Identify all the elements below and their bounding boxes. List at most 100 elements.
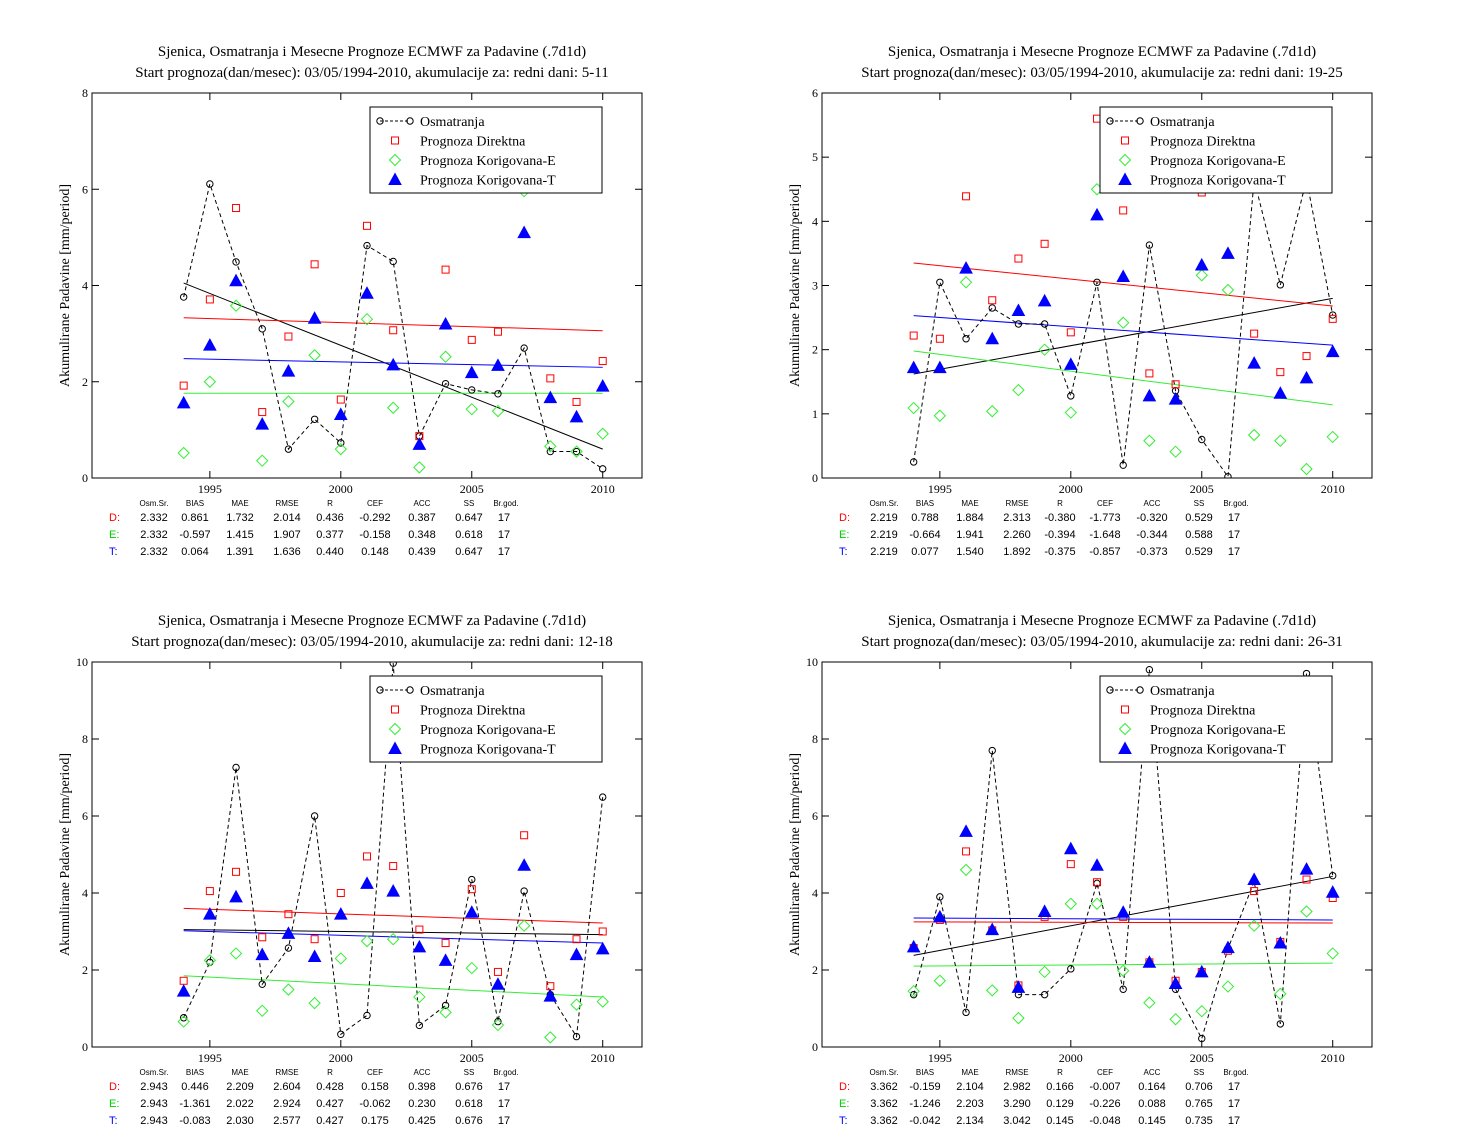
stats-header: Osm.Sr. bbox=[870, 499, 899, 508]
plot-area bbox=[176, 172, 610, 474]
stats-value: 0.166 bbox=[1046, 1081, 1074, 1093]
stats-value: -0.857 bbox=[1089, 546, 1120, 558]
point-triangle bbox=[281, 926, 296, 939]
plot-area bbox=[176, 662, 610, 1044]
x-tick-label: 2000 bbox=[329, 1051, 353, 1065]
stats-value: -0.373 bbox=[1136, 546, 1167, 558]
legend-marker bbox=[1121, 705, 1129, 714]
chart-title: Sjenica, Osmatranja i Mesecne Prognoze E… bbox=[888, 613, 1316, 629]
trend-line-diamond bbox=[183, 975, 603, 998]
stats-header: R bbox=[327, 1068, 333, 1077]
stats-value: 0.175 bbox=[361, 1115, 389, 1127]
stats-value: 17 bbox=[498, 1098, 510, 1110]
point-diamond bbox=[256, 1004, 269, 1018]
point-circle bbox=[441, 1001, 450, 1010]
stats-row-label: D: bbox=[839, 512, 850, 524]
point-square bbox=[909, 331, 918, 340]
x-tick-label: 2005 bbox=[1190, 1051, 1214, 1065]
point-diamond bbox=[439, 1006, 452, 1019]
point-circle bbox=[936, 278, 944, 286]
stats-header: RMSE bbox=[275, 499, 298, 508]
stats-row-label: T: bbox=[109, 1115, 118, 1127]
stats-row-label: E: bbox=[109, 1098, 119, 1110]
legend-marker bbox=[388, 172, 402, 185]
point-square bbox=[1145, 369, 1154, 378]
legend-label: Prognoza Korigovana-E bbox=[1150, 723, 1286, 738]
y-tick-label: 4 bbox=[812, 886, 818, 900]
point-square bbox=[988, 296, 997, 305]
point-circle bbox=[1145, 666, 1154, 674]
trend-line-triangle bbox=[183, 930, 603, 944]
point-triangle bbox=[360, 876, 374, 889]
stats-value: 0.164 bbox=[1138, 1081, 1166, 1093]
chart-subtitle: Start prognoza(dan/mesec): 03/05/1994-20… bbox=[135, 65, 608, 81]
legend-marker bbox=[388, 722, 402, 736]
point-circle bbox=[520, 887, 528, 895]
point-square bbox=[232, 204, 241, 213]
stats-value: 2.134 bbox=[956, 1115, 984, 1127]
point-triangle bbox=[438, 953, 453, 966]
point-circle bbox=[988, 304, 996, 312]
stats-header: ACC bbox=[1144, 499, 1161, 508]
y-tick-label: 10 bbox=[806, 655, 818, 669]
point-triangle bbox=[464, 905, 479, 918]
stats-value: 0.618 bbox=[455, 529, 483, 541]
point-triangle bbox=[517, 858, 531, 871]
y-tick-label: 4 bbox=[812, 214, 818, 228]
point-circle bbox=[936, 893, 944, 901]
point-diamond bbox=[229, 299, 243, 312]
point-circle bbox=[232, 763, 240, 772]
point-diamond bbox=[1143, 996, 1156, 1009]
point-square bbox=[310, 260, 319, 269]
stats-value: 17 bbox=[1228, 1081, 1240, 1093]
point-square bbox=[493, 967, 502, 976]
point-triangle bbox=[307, 949, 322, 963]
legend-label: Osmatranja bbox=[1150, 684, 1215, 699]
point-diamond bbox=[413, 461, 426, 474]
stats-value: 0.145 bbox=[1046, 1115, 1074, 1127]
x-tick-label: 2010 bbox=[1321, 1051, 1345, 1065]
stats-header: Br.god. bbox=[1223, 499, 1248, 508]
point-triangle bbox=[595, 941, 610, 955]
stats-value: 0.129 bbox=[1046, 1098, 1074, 1110]
point-diamond bbox=[334, 442, 348, 456]
point-diamond bbox=[1064, 897, 1078, 910]
stats-header: RMSE bbox=[1005, 499, 1028, 508]
stats-row-label: D: bbox=[839, 1081, 850, 1093]
point-diamond bbox=[177, 1015, 190, 1028]
point-triangle bbox=[438, 316, 453, 330]
point-triangle bbox=[1325, 344, 1340, 358]
stats-header: CEF bbox=[367, 499, 383, 508]
y-tick-label: 0 bbox=[82, 471, 88, 485]
point-square bbox=[389, 862, 398, 871]
point-square bbox=[1093, 878, 1101, 887]
stats-value: 2.332 bbox=[140, 512, 168, 524]
stats-value: 3.362 bbox=[870, 1115, 898, 1127]
y-axis-label: Akumulirane Padavine [mm/period] bbox=[58, 753, 73, 956]
stats-value: 2.209 bbox=[226, 1081, 254, 1093]
stats-value: 0.427 bbox=[316, 1115, 344, 1127]
point-triangle bbox=[386, 884, 401, 897]
point-triangle bbox=[491, 977, 505, 990]
legend-label: Prognoza Korigovana-E bbox=[420, 154, 556, 169]
point-circle bbox=[1198, 435, 1206, 444]
point-diamond bbox=[177, 446, 190, 460]
point-triangle bbox=[333, 907, 348, 920]
point-triangle bbox=[1194, 964, 1209, 978]
legend-marker bbox=[406, 117, 414, 125]
point-diamond bbox=[1012, 1011, 1025, 1025]
stats-value: 2.104 bbox=[956, 1081, 984, 1093]
point-triangle bbox=[1299, 862, 1314, 875]
stats-header: BIAS bbox=[916, 1068, 934, 1077]
stats-value: 17 bbox=[498, 512, 510, 524]
stats-value: -1.648 bbox=[1089, 529, 1120, 541]
point-square bbox=[572, 935, 581, 944]
trend-line-square bbox=[183, 317, 603, 332]
stats-row-label: T: bbox=[839, 1115, 848, 1127]
stats-header: MAE bbox=[961, 499, 978, 508]
point-circle bbox=[179, 293, 188, 301]
point-square bbox=[441, 265, 450, 274]
point-circle bbox=[494, 1017, 502, 1026]
trend-line-square bbox=[183, 907, 603, 924]
